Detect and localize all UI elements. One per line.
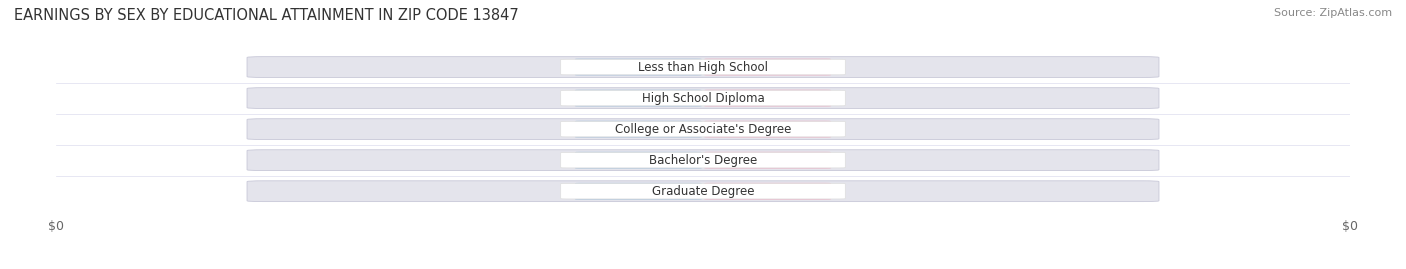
Text: Bachelor's Degree: Bachelor's Degree [650,154,756,167]
FancyBboxPatch shape [561,183,845,199]
FancyBboxPatch shape [575,183,702,200]
Text: $0: $0 [761,93,775,103]
FancyBboxPatch shape [561,153,845,168]
Legend: Male, Female: Male, Female [634,264,772,269]
Text: $0: $0 [761,62,775,72]
Text: $0: $0 [631,124,645,134]
Text: High School Diploma: High School Diploma [641,91,765,105]
FancyBboxPatch shape [704,59,831,75]
FancyBboxPatch shape [561,59,845,75]
Text: $0: $0 [761,155,775,165]
Text: $0: $0 [631,186,645,196]
FancyBboxPatch shape [704,152,831,168]
FancyBboxPatch shape [247,119,1159,140]
Text: $0: $0 [761,124,775,134]
FancyBboxPatch shape [247,150,1159,171]
Text: EARNINGS BY SEX BY EDUCATIONAL ATTAINMENT IN ZIP CODE 13847: EARNINGS BY SEX BY EDUCATIONAL ATTAINMEN… [14,8,519,23]
FancyBboxPatch shape [575,90,702,107]
FancyBboxPatch shape [704,90,831,107]
Text: $0: $0 [631,155,645,165]
FancyBboxPatch shape [704,183,831,200]
FancyBboxPatch shape [561,121,845,137]
FancyBboxPatch shape [575,59,702,75]
Text: Graduate Degree: Graduate Degree [652,185,754,198]
Text: $0: $0 [631,62,645,72]
FancyBboxPatch shape [247,57,1159,77]
Text: $0: $0 [761,186,775,196]
FancyBboxPatch shape [575,152,702,168]
FancyBboxPatch shape [247,181,1159,201]
Text: $0: $0 [631,93,645,103]
Text: Source: ZipAtlas.com: Source: ZipAtlas.com [1274,8,1392,18]
FancyBboxPatch shape [704,121,831,137]
Text: Less than High School: Less than High School [638,61,768,73]
FancyBboxPatch shape [247,88,1159,108]
FancyBboxPatch shape [575,121,702,137]
Text: College or Associate's Degree: College or Associate's Degree [614,123,792,136]
FancyBboxPatch shape [561,90,845,106]
